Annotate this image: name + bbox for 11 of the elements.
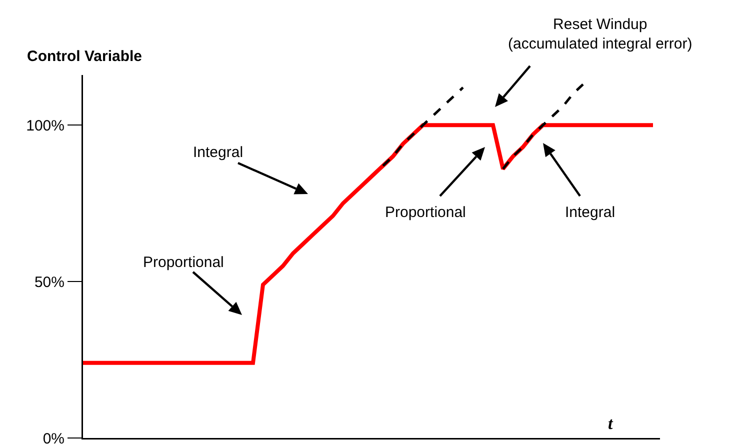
annotation: Proportional xyxy=(385,204,466,221)
annotation: Integral xyxy=(565,204,616,221)
y-tick-label: 0% xyxy=(42,430,64,448)
y-tick-label: 50% xyxy=(34,274,64,291)
text: Reset Windup (accumulated integral error) xyxy=(508,16,692,52)
y-axis-title: Control Variable xyxy=(27,48,142,65)
annotation: Proportional xyxy=(143,254,224,271)
x-axis-title: t xyxy=(608,414,614,433)
y-tick-label: 100% xyxy=(26,117,64,134)
line-series xyxy=(83,123,655,365)
annotation: Integral xyxy=(193,144,244,161)
